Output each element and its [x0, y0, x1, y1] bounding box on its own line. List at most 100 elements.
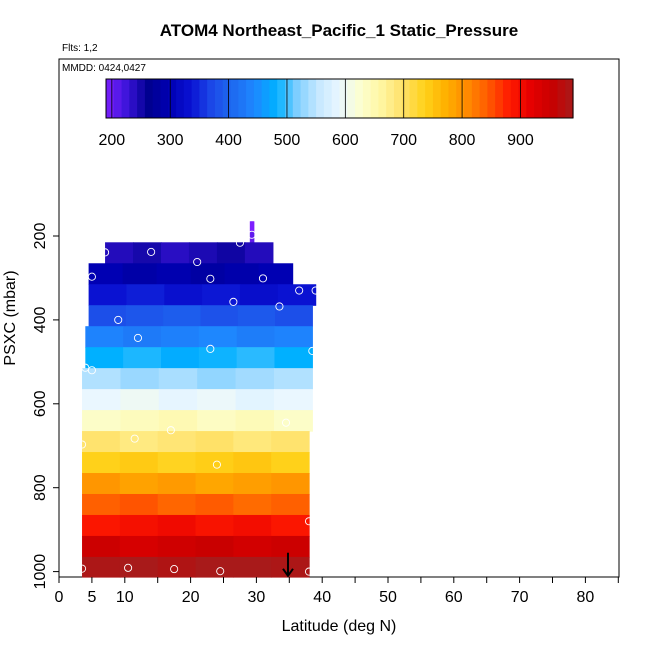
band-cell — [82, 368, 122, 390]
colorbar-segment — [464, 79, 473, 118]
band-cell — [157, 535, 197, 558]
arrow-marker — [282, 552, 294, 578]
band-cell — [157, 493, 197, 516]
band-cell — [82, 431, 121, 453]
colorbar-segment — [144, 79, 154, 118]
band-cell — [249, 221, 252, 233]
x-tick-label: 80 — [577, 589, 595, 606]
colorbar-segment — [370, 79, 380, 118]
data-point — [206, 274, 215, 283]
x-axis: 0 5 10 20 30 40 50 60 70 80 — [55, 577, 619, 606]
band-cell — [274, 347, 313, 369]
band-cell — [251, 231, 253, 243]
band-cell — [119, 493, 159, 516]
band-cell — [253, 231, 255, 243]
colorbar-segment — [549, 79, 559, 118]
x-tick-label: 5 — [87, 589, 96, 606]
band-cell — [233, 493, 272, 516]
plot-frame — [58, 58, 620, 578]
colorbar-segment — [331, 79, 341, 118]
band-cell — [274, 326, 313, 348]
band-cell — [88, 305, 127, 327]
colorbar-segment — [355, 79, 364, 118]
band-cell — [271, 473, 310, 495]
band-cell — [236, 326, 276, 348]
data-point — [124, 563, 133, 572]
colorbar-frame — [105, 78, 574, 119]
colorbar-segment — [238, 79, 247, 118]
colorbar-segment — [113, 79, 123, 118]
band-cell — [198, 347, 238, 369]
band-cell — [271, 556, 310, 578]
band-cell — [158, 410, 198, 432]
x-tick-label: 0 — [55, 589, 64, 606]
band-cell — [125, 305, 164, 327]
band-cell — [251, 221, 254, 233]
colorbar-segment — [487, 79, 496, 118]
data-point — [114, 315, 123, 324]
band-cell — [120, 368, 160, 390]
colorbar-segment — [316, 79, 325, 118]
data-point — [216, 567, 225, 576]
band-cell — [252, 221, 254, 233]
colorbar-segment — [362, 79, 372, 118]
band-cell — [224, 263, 260, 285]
band-cell — [163, 305, 202, 327]
band-cell — [82, 493, 121, 516]
x-tick-label: 20 — [182, 589, 200, 606]
y-tick-label: 600 — [32, 390, 49, 417]
band-cell — [233, 452, 272, 474]
colorbar-tick-label: 600 — [332, 132, 359, 149]
band-cell — [195, 514, 234, 537]
data-point — [133, 333, 143, 342]
band-cell — [82, 389, 122, 411]
band-cell — [200, 305, 239, 327]
band-cell — [277, 284, 317, 306]
colorbar-segment — [323, 79, 333, 118]
band-cell — [195, 452, 234, 474]
data-points — [77, 230, 320, 576]
colorbar-segment — [137, 79, 146, 118]
band-cell — [105, 242, 134, 264]
band-cell — [190, 263, 226, 285]
colorbar-tick-label: 500 — [274, 132, 301, 149]
band-cell — [271, 431, 310, 453]
band-cell — [258, 263, 294, 285]
band-cell — [119, 473, 159, 495]
band-cell — [237, 305, 276, 327]
colorbar-segment — [106, 79, 115, 118]
band-cell — [197, 389, 237, 411]
data-point — [247, 230, 256, 239]
band-cell — [82, 535, 121, 558]
data-point — [206, 344, 215, 353]
colorbar-segment — [308, 79, 317, 118]
band-cell — [188, 242, 218, 264]
colorbar-segment — [269, 79, 278, 118]
colorbar-ticks: 200 300 400 500 600 700 800 900 — [98, 79, 534, 149]
colorbar-segment — [246, 79, 255, 118]
band-cell — [120, 389, 160, 411]
data-point — [77, 564, 87, 573]
band-cell — [233, 535, 272, 558]
colorbar-segment — [378, 79, 387, 118]
data-bands — [82, 221, 317, 578]
colorbar-segment — [207, 79, 216, 118]
band-cell — [157, 514, 197, 537]
band-cell — [244, 242, 274, 264]
arrow-head — [282, 568, 294, 578]
band-cell — [271, 493, 310, 516]
colorbar-segment — [417, 79, 426, 118]
colorbar-segment — [183, 79, 193, 118]
colorbar-segment — [300, 79, 309, 118]
band-cell — [156, 263, 192, 285]
band-cell — [157, 452, 197, 474]
colorbar-segment — [191, 79, 200, 118]
colorbar-segment — [526, 79, 535, 118]
colorbar-segment — [448, 79, 457, 118]
band-cell — [271, 452, 310, 474]
colorbar-tick-label: 200 — [98, 132, 125, 149]
band-cell — [164, 284, 203, 306]
x-tick-label: 10 — [116, 589, 134, 606]
band-cell — [195, 473, 234, 495]
data-point — [170, 565, 179, 574]
